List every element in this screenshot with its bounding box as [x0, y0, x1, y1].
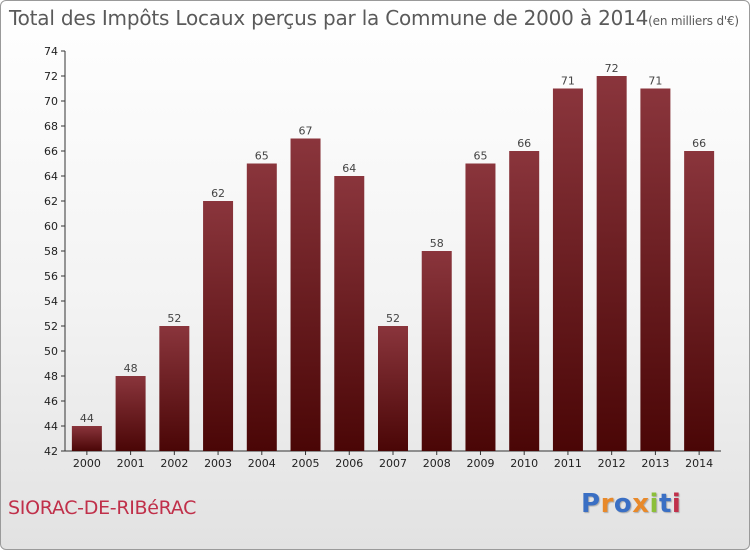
chart-axes: 42 44 46 48 50 52 54 56 58 60 62 64 66 68 70 72 74 2000 20…: [44, 45, 721, 470]
bar-2009: [465, 163, 496, 451]
logo-letter: i: [671, 489, 682, 519]
bar-2005: [290, 138, 321, 451]
bar-2011: [552, 88, 583, 451]
x-tick-label: 2009: [466, 457, 494, 470]
x-tick-label: 2001: [117, 457, 145, 470]
x-tick-label: 2006: [335, 457, 363, 470]
bar-2010: [509, 151, 540, 451]
y-tick-label: 74: [44, 45, 58, 58]
bar-value-label: 62: [211, 187, 225, 200]
bar-2000: [71, 426, 102, 451]
bar-2007: [378, 326, 408, 451]
y-tick-label: 50: [44, 345, 58, 358]
y-tick-label: 56: [44, 270, 58, 283]
bar-2001: [115, 376, 146, 451]
y-tick-label: 48: [44, 370, 58, 383]
bar-value-label: 71: [648, 75, 662, 88]
commune-name: SIORAC-DE-RIBéRAC: [8, 497, 197, 519]
bar-2006: [334, 176, 365, 451]
x-tick-label: 2013: [641, 457, 669, 470]
logo-letter: t: [658, 489, 672, 519]
x-tick-label: 2003: [204, 457, 232, 470]
bar-value-label: 52: [167, 312, 181, 325]
x-tick-label: 2010: [510, 457, 538, 470]
bar-value-label: 44: [80, 412, 94, 425]
bar-value-label: 66: [517, 137, 531, 150]
chart-bars: 44 48 52 62 65 67 64 52 58 65 66 71 72 71 66: [71, 62, 715, 451]
bar-value-label: 71: [561, 75, 575, 88]
chart-title: Total des Impôts Locaux perçus par la Co…: [9, 6, 739, 30]
y-tick-label: 62: [44, 195, 58, 208]
y-tick-label: 52: [44, 320, 58, 333]
logo-letter: P: [581, 489, 601, 519]
x-tick-label: 2002: [160, 457, 188, 470]
y-tick-label: 44: [44, 420, 58, 433]
x-tick-label: 2007: [379, 457, 407, 470]
bar-2012: [596, 76, 627, 451]
bar-value-label: 72: [605, 62, 619, 75]
bar-2003: [203, 201, 234, 451]
y-tick-label: 58: [44, 245, 58, 258]
x-tick-label: 2011: [554, 457, 582, 470]
logo-letter: x: [632, 489, 650, 519]
bar-value-label: 67: [299, 125, 313, 138]
bar-value-label: 64: [342, 162, 356, 175]
y-tick-label: 54: [44, 295, 58, 308]
bar-value-label: 66: [692, 137, 706, 150]
bar-value-label: 65: [255, 150, 269, 163]
proxiti-logo: Proxiti: [581, 489, 681, 519]
y-tick-label: 42: [44, 445, 58, 458]
bar-2013: [640, 88, 671, 451]
y-tick-label: 60: [44, 220, 58, 233]
x-tick-label: 2004: [248, 457, 276, 470]
y-tick-label: 46: [44, 395, 58, 408]
y-tick-label: 72: [44, 70, 58, 83]
bar-value-label: 58: [430, 237, 444, 250]
x-tick-label: 2005: [292, 457, 320, 470]
y-tick-label: 68: [44, 120, 58, 133]
bar-2004: [246, 163, 277, 451]
logo-letter: o: [613, 489, 633, 519]
y-tick-label: 70: [44, 95, 58, 108]
bar-2014: [684, 151, 715, 451]
x-tick-label: 2008: [423, 457, 451, 470]
chart-title-main: Total des Impôts Locaux perçus par la Co…: [9, 6, 649, 30]
chart-title-unit: (en milliers d'€): [648, 14, 739, 28]
x-tick-label: 2012: [598, 457, 626, 470]
bar-value-label: 48: [124, 362, 138, 375]
bar-2002: [159, 326, 190, 451]
y-tick-label: 66: [44, 145, 58, 158]
logo-letter: i: [649, 489, 659, 519]
x-tick-label: 2014: [685, 457, 713, 470]
bar-value-label: 65: [473, 150, 487, 163]
bar-value-label: 52: [386, 312, 400, 325]
logo-letter: r: [600, 489, 614, 519]
bar-2008: [421, 251, 452, 451]
x-tick-label: 2000: [73, 457, 101, 470]
y-tick-label: 64: [44, 170, 58, 183]
